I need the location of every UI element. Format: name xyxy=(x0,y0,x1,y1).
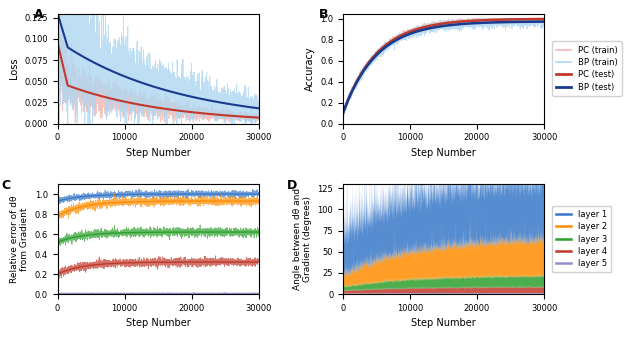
Text: B: B xyxy=(319,8,328,21)
Y-axis label: Loss: Loss xyxy=(8,58,19,79)
Y-axis label: Relative error of dθ
from Gradient: Relative error of dθ from Gradient xyxy=(10,195,29,283)
Text: D: D xyxy=(287,178,297,192)
Legend: layer 1, layer 2, layer 3, layer 4, layer 5: layer 1, layer 2, layer 3, layer 4, laye… xyxy=(552,206,611,272)
Y-axis label: Accuracy: Accuracy xyxy=(305,46,314,91)
Text: C: C xyxy=(1,178,10,192)
X-axis label: Step Number: Step Number xyxy=(125,148,191,158)
X-axis label: Step Number: Step Number xyxy=(411,148,476,158)
X-axis label: Step Number: Step Number xyxy=(125,318,191,328)
Legend: PC (train), BP (train), PC (test), BP (test): PC (train), BP (train), PC (test), BP (t… xyxy=(552,41,622,96)
Text: A: A xyxy=(33,8,43,21)
X-axis label: Step Number: Step Number xyxy=(411,318,476,328)
Y-axis label: Angle between dθ and
Gradient (degrees): Angle between dθ and Gradient (degrees) xyxy=(292,188,312,290)
